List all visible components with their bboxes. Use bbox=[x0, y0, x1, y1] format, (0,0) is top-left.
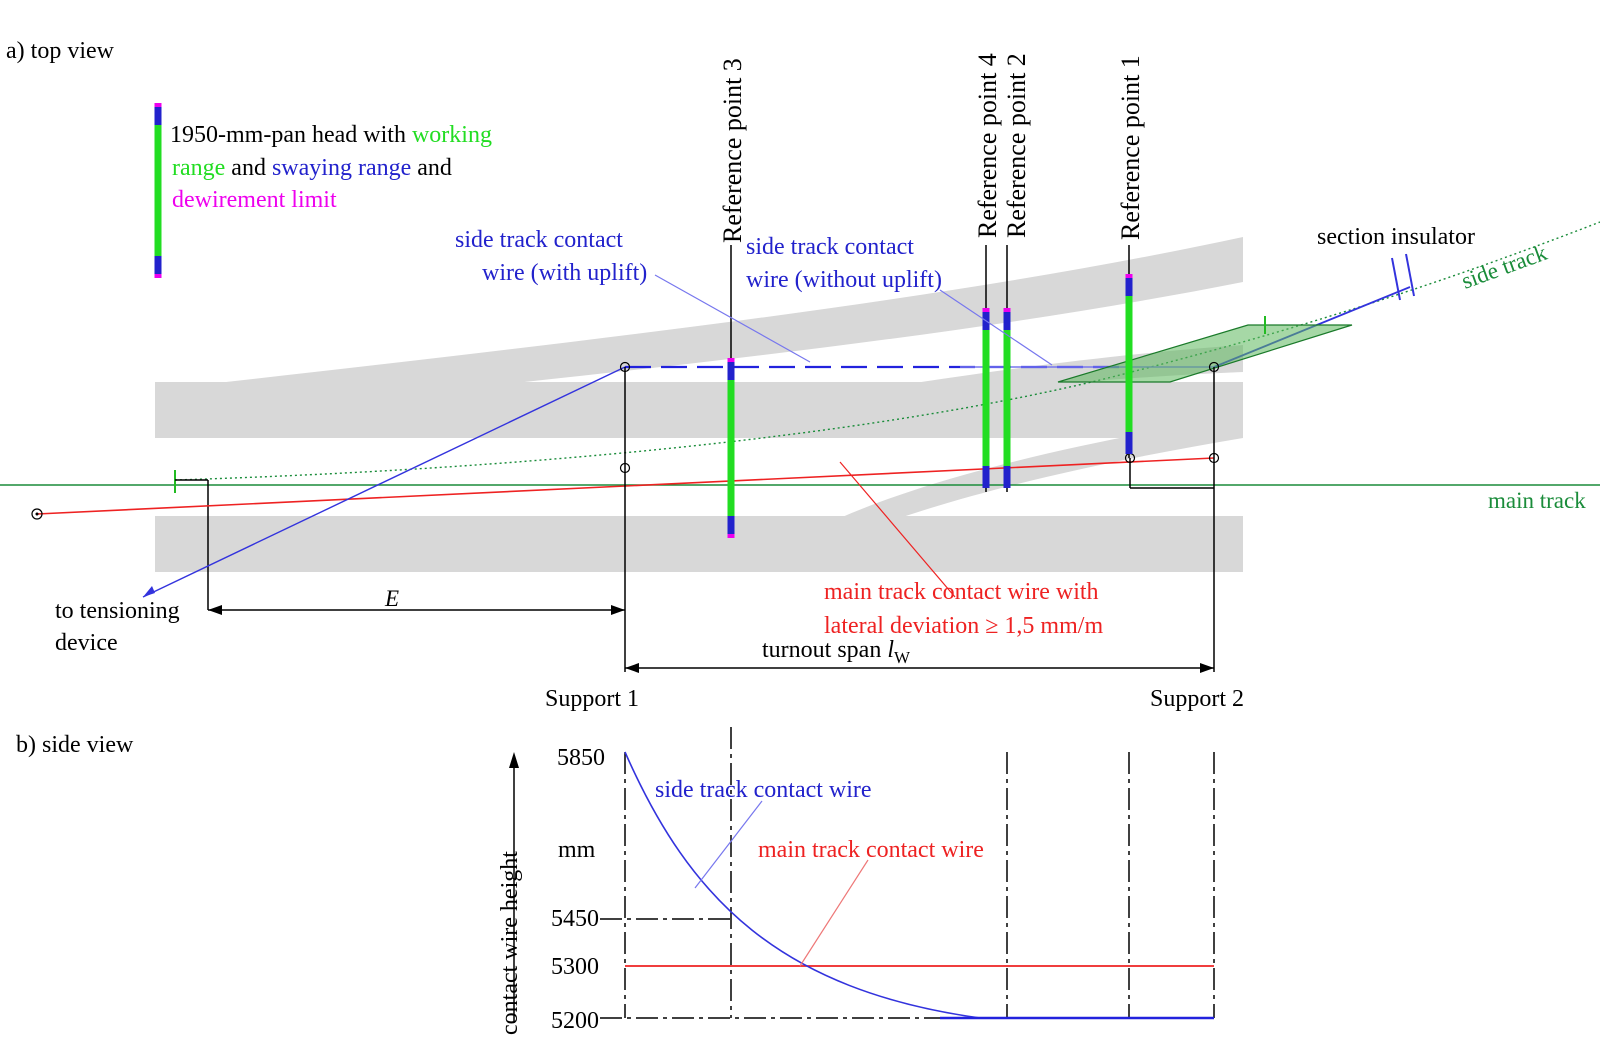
legend-line2: range and swaying range and bbox=[172, 155, 452, 181]
section-insulator-label: section insulator bbox=[1317, 224, 1475, 250]
dim-E-label: E bbox=[384, 586, 399, 611]
side-view-main-wire-label: main track contact wire bbox=[758, 837, 984, 863]
rail-band-diverging-outer bbox=[155, 237, 1243, 420]
support-2-upper-node bbox=[1208, 361, 1220, 373]
side-wire-no-uplift-label-line1: side track contact bbox=[746, 234, 914, 260]
main-wire-label-line1: main track contact wire with bbox=[824, 579, 1099, 605]
y-axis-label: contact wire height bbox=[497, 851, 523, 1035]
main-wire-leader bbox=[839, 461, 956, 598]
turnout-span-label: turnout span lW bbox=[762, 637, 911, 667]
support-1-upper-node bbox=[619, 361, 631, 373]
tick-5200: 5200 bbox=[551, 1008, 599, 1034]
section-insulator-mark-2 bbox=[1405, 253, 1415, 297]
side-view-verticals bbox=[600, 727, 1215, 1019]
tick-5450: 5450 bbox=[551, 906, 599, 932]
tensioning-arrow bbox=[143, 586, 155, 597]
reference-point-4-label: Reference point 4 bbox=[973, 53, 1002, 238]
legend-line1: 1950-mm-pan head with working bbox=[170, 122, 492, 148]
legend-line3: dewirement limit bbox=[172, 187, 337, 213]
side-view-side-wire-leader bbox=[694, 800, 763, 889]
side-view-side-wire-curve bbox=[624, 751, 981, 1019]
main-track-label: main track bbox=[1488, 488, 1586, 513]
turnout-span-arrow-right bbox=[1200, 663, 1214, 673]
main-wire-anchor bbox=[31, 508, 43, 520]
dim-E-arrow-right bbox=[611, 605, 625, 615]
side-wire-no-uplift-leader bbox=[939, 289, 1053, 366]
support-1-lower-node bbox=[619, 462, 631, 474]
side-wire-no-uplift-label-line2: wire (without uplift) bbox=[746, 267, 942, 293]
y-axis-arrowhead bbox=[509, 752, 519, 768]
top-view-label: a) top view bbox=[6, 38, 115, 64]
support-1-label: Support 1 bbox=[545, 686, 639, 712]
tick-5850: 5850 bbox=[557, 745, 605, 771]
reference-point-1-label: Reference point 1 bbox=[1116, 55, 1145, 240]
dim-E-arrow-left bbox=[208, 605, 222, 615]
tensioning-label-line1: to tensioning bbox=[55, 598, 180, 624]
rail-bands bbox=[155, 237, 1243, 572]
side-wire-uplift-label-line2: wire (with uplift) bbox=[482, 260, 647, 286]
tick-5300: 5300 bbox=[551, 954, 599, 980]
main-wire-label-line2: lateral deviation ≥ 1,5 mm/m bbox=[824, 613, 1103, 639]
tensioning-label-line2: device bbox=[55, 630, 118, 656]
support-2-lower-node bbox=[1208, 452, 1220, 464]
rail-band-lower bbox=[155, 516, 1243, 572]
side-view-main-wire-leader bbox=[799, 859, 869, 967]
reference-point-2-label: Reference point 2 bbox=[1002, 53, 1031, 238]
support-2-label: Support 2 bbox=[1150, 686, 1244, 712]
rail-band-diverging-inner bbox=[840, 415, 1243, 540]
side-track-line bbox=[174, 221, 1600, 481]
main-wire-anchor-dot bbox=[35, 512, 39, 516]
turnout-span-arrow-left bbox=[625, 663, 639, 673]
unit-label: mm bbox=[558, 837, 596, 863]
side-view-side-wire-label: side track contact wire bbox=[655, 777, 872, 803]
side-wire-uplift-leader bbox=[654, 274, 811, 363]
side-wire-anchor-line bbox=[142, 366, 626, 598]
side-wire-uplift-label-line1: side track contact bbox=[455, 227, 623, 253]
section-insulator-mark-1 bbox=[1391, 257, 1401, 301]
side-view-label: b) side view bbox=[16, 732, 134, 758]
reference-point-3-label: Reference point 3 bbox=[718, 58, 747, 243]
